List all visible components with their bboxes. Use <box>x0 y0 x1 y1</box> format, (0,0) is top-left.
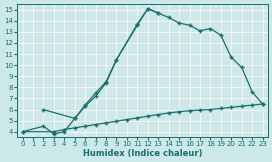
X-axis label: Humidex (Indice chaleur): Humidex (Indice chaleur) <box>83 149 202 158</box>
